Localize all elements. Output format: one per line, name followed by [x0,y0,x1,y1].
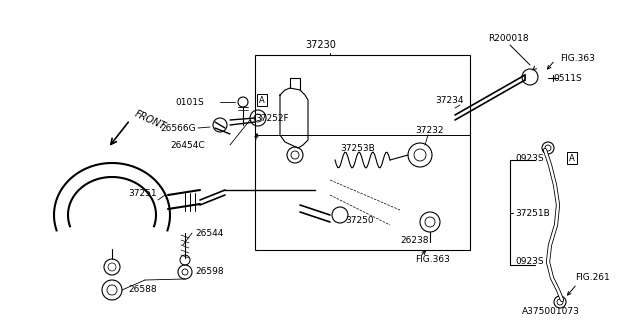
Bar [255,55,470,250]
Text: 26544: 26544 [195,228,223,237]
Text: 37232: 37232 [415,125,444,134]
Text: FRONT: FRONT [133,109,168,132]
Text: 37250: 37250 [345,215,374,225]
Text: 0923S: 0923S [515,258,543,267]
Text: FIG.363: FIG.363 [560,53,595,62]
Text: 37251: 37251 [128,188,157,197]
Text: FIG.363: FIG.363 [415,255,450,265]
Text: 37251B: 37251B [515,209,550,218]
Text: 0923S: 0923S [515,154,543,163]
Text: 37230: 37230 [305,40,336,50]
Text: 0511S: 0511S [553,74,582,83]
Text: 26454C: 26454C [170,140,205,149]
Text: 26566G: 26566G [160,124,196,132]
Text: FIG.261: FIG.261 [575,274,610,283]
Text: 26238: 26238 [400,236,429,244]
Text: 26588: 26588 [128,285,157,294]
Text: 0101S: 0101S [175,98,204,107]
Text: R200018: R200018 [488,34,529,43]
Text: 37234: 37234 [435,95,463,105]
Text: A375001073: A375001073 [522,308,580,316]
Text: A: A [569,154,575,163]
Text: 37252F: 37252F [255,114,289,123]
Text: A: A [259,95,265,105]
Text: 37253B: 37253B [340,143,375,153]
Text: 26598: 26598 [195,268,223,276]
